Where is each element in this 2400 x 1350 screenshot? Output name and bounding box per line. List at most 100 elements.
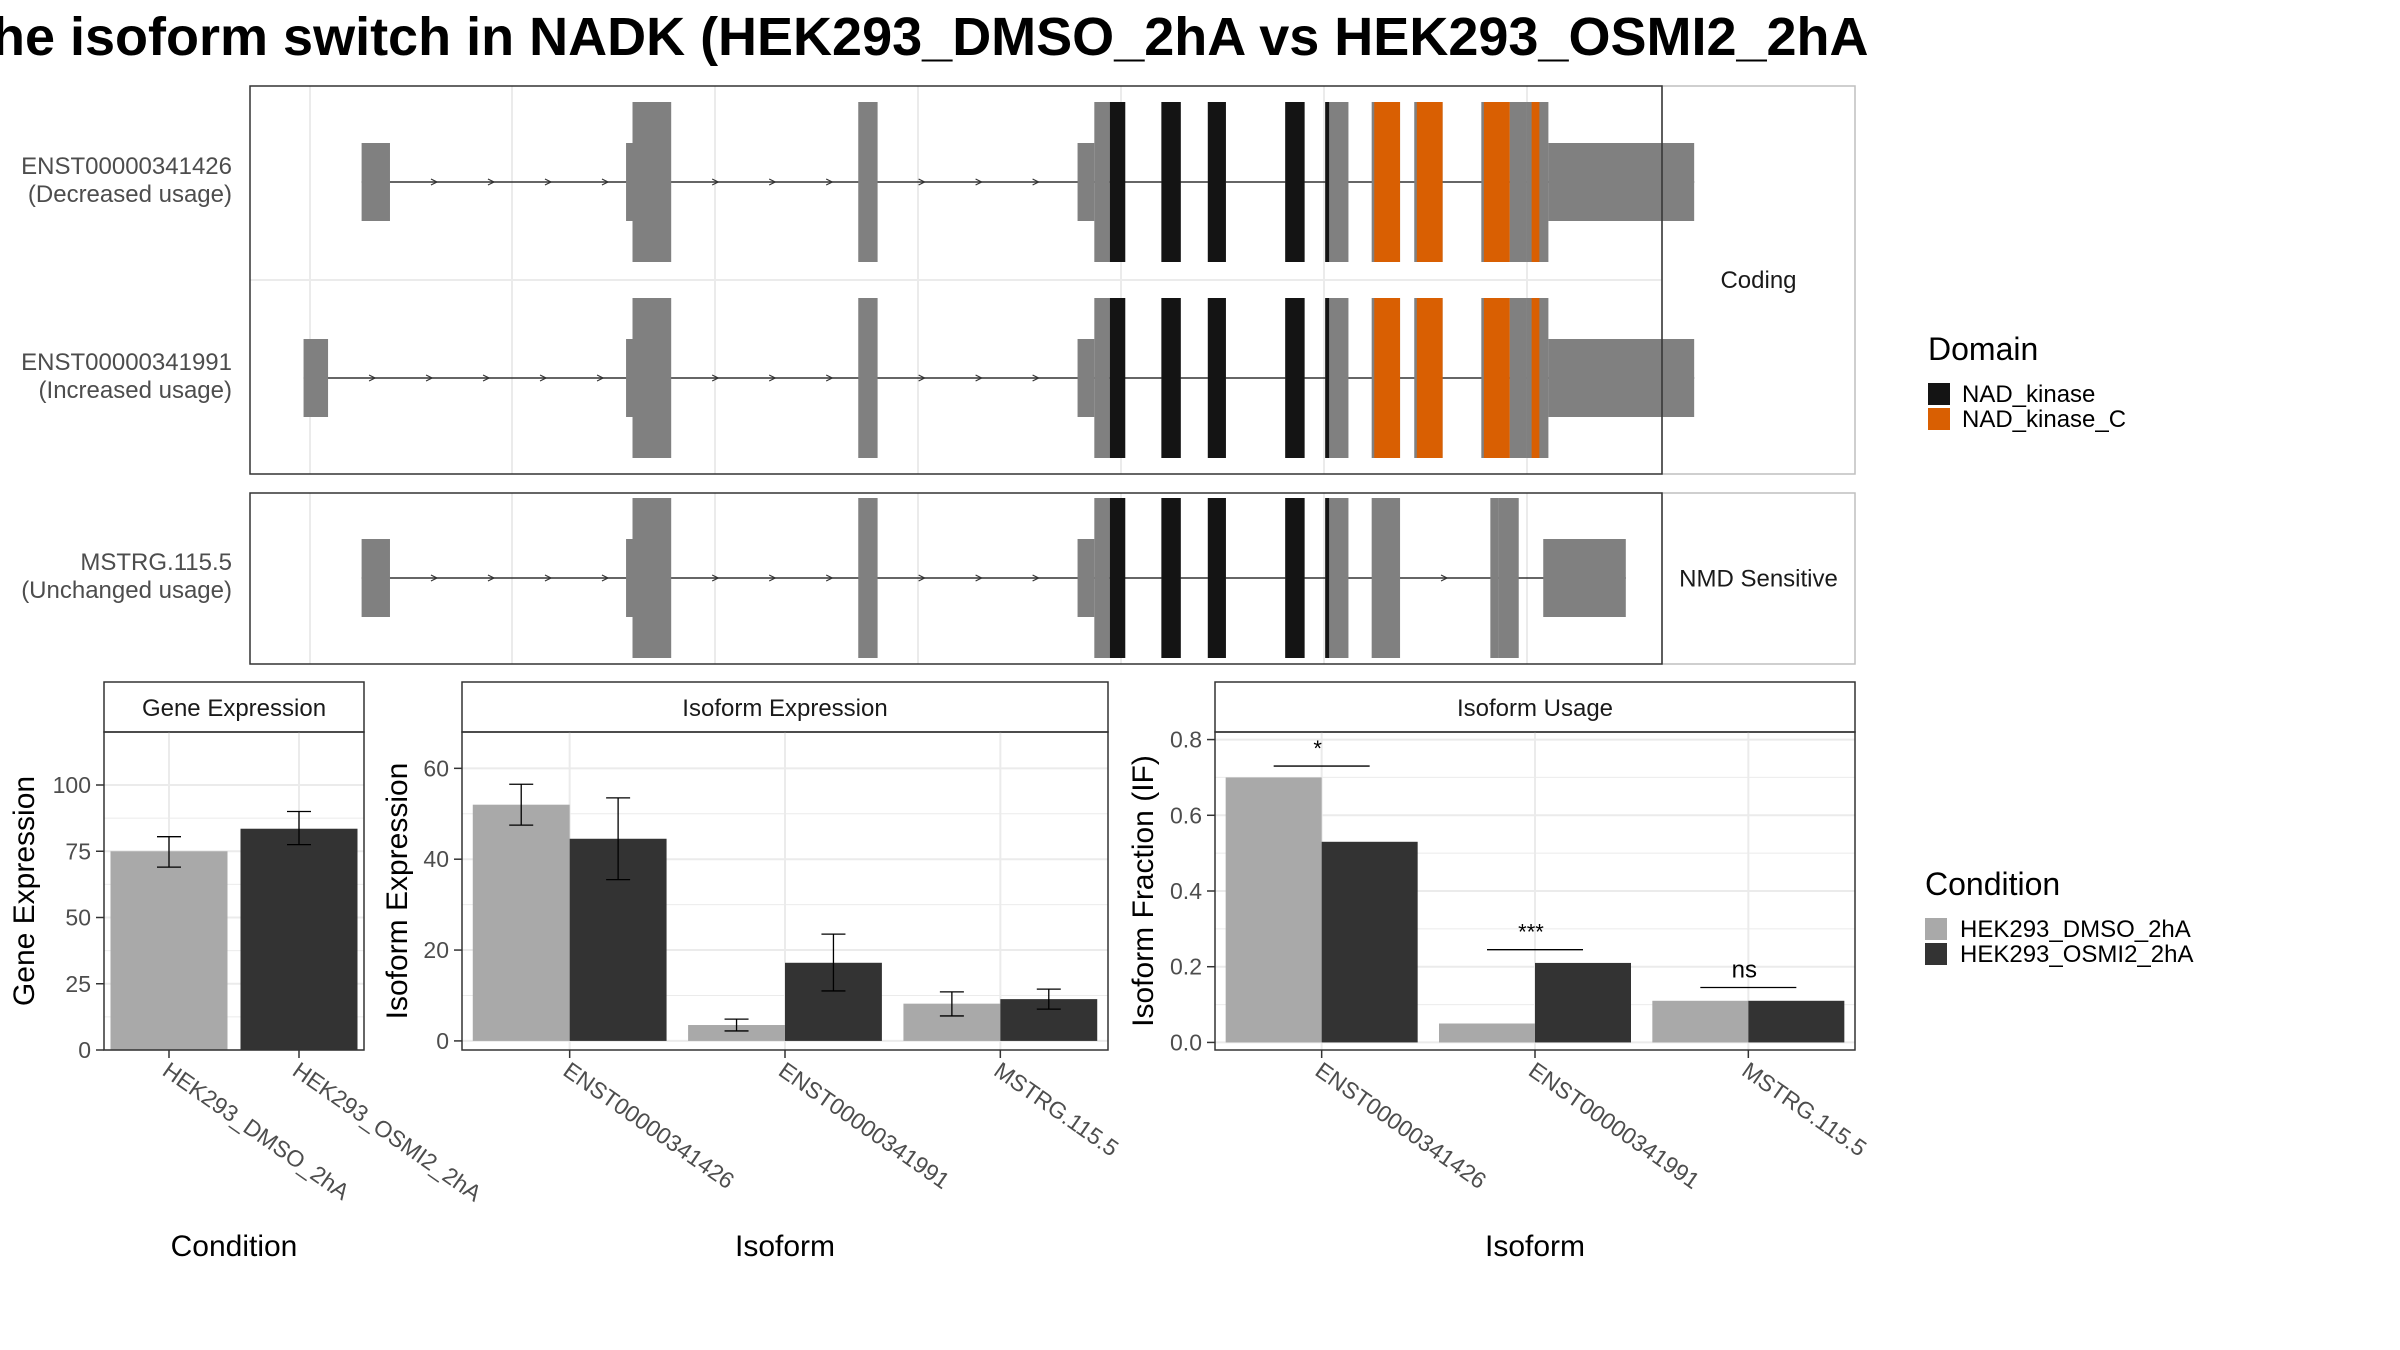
domain-nad-kinase-c (1531, 298, 1540, 458)
chart-title: Isoform Usage (1457, 695, 1613, 722)
x-axis-title: Condition (171, 1230, 298, 1263)
error-bar (821, 933, 846, 992)
utr3-exon (1543, 539, 1626, 617)
domain-nad-kinase (1207, 102, 1226, 262)
coding-exon (1094, 298, 1110, 458)
domain-nad-kinase (1325, 498, 1330, 658)
chart-title: Gene Expression (142, 695, 326, 722)
domain-nad-kinase (1285, 298, 1305, 458)
strand-arrow (918, 178, 926, 186)
domain-nad-kinase (1285, 102, 1305, 262)
domain-nad-kinase (1207, 498, 1226, 658)
significance-label: *** (1518, 920, 1544, 945)
coding-exon (1509, 298, 1527, 458)
y-axis-title: Isoform Expression (381, 763, 414, 1020)
bar-enst00000341426-0 (472, 804, 570, 1041)
domain-nad-kinase (1285, 498, 1305, 658)
coding-exon (1498, 498, 1519, 658)
significance-label: * (1313, 736, 1322, 761)
y-tick-label: 0 (436, 1028, 449, 1054)
y-tick-label: 0.0 (1170, 1029, 1202, 1055)
utr-exon (1077, 143, 1095, 221)
y-tick-label: 0.2 (1170, 954, 1202, 980)
y-tick-label: 100 (53, 772, 91, 798)
y-tick-label: 60 (423, 755, 449, 781)
domain-legend-label: NAD_kinase_C (1962, 406, 2126, 433)
y-tick-label: 0.8 (1170, 727, 1202, 753)
coding-exon (1490, 498, 1499, 658)
y-axis-title: Gene Expression (8, 776, 41, 1006)
y-tick-label: 0 (78, 1037, 91, 1063)
domain-nad-kinase (1161, 102, 1181, 262)
domain-nad-kinase (1325, 298, 1330, 458)
domain-nad-kinase (1207, 298, 1226, 458)
transcript-usage-label: (Decreased usage) (28, 181, 232, 208)
domain-nad-kinase-c (1416, 298, 1443, 458)
facet-strip-label: Coding (1720, 267, 1796, 294)
y-tick-label: 50 (65, 905, 91, 931)
strand-arrow (768, 574, 777, 582)
strand-arrow (825, 374, 834, 382)
strand-arrow (430, 574, 439, 582)
strand-arrow (425, 374, 434, 382)
bar-mstrg-115-5-1 (1748, 1000, 1845, 1043)
strand-arrow (975, 574, 983, 582)
x-tick-label: MSTRG.115.5 (989, 1057, 1123, 1162)
strand-arrow (601, 574, 610, 582)
condition-legend-swatch (1925, 943, 1947, 965)
y-tick-label: 20 (423, 937, 449, 963)
y-tick-label: 0.6 (1170, 802, 1202, 828)
error-bar (287, 810, 311, 846)
chart-panel-border (103, 731, 365, 1051)
utr-exon (626, 339, 633, 417)
bar-enst00000341991-0 (1439, 1023, 1535, 1043)
strand-arrow (482, 374, 491, 382)
strand-arrow (487, 178, 496, 186)
x-tick-label: ENST00000341426 (1311, 1057, 1491, 1194)
chart-strip (103, 681, 365, 733)
coding-exon (858, 102, 878, 262)
chart-title: Isoform Expression (682, 695, 887, 722)
chart-strip (461, 681, 1109, 733)
x-tick-label: ENST00000341426 (559, 1057, 739, 1194)
domain-nad-kinase-c (1374, 298, 1401, 458)
condition-legend-label: HEK293_OSMI2_2hA (1960, 941, 2193, 968)
facet-strip (1661, 492, 1856, 665)
domain-legend-swatch (1928, 383, 1950, 405)
strand-arrow (1032, 374, 1040, 382)
error-bar (724, 1018, 749, 1032)
condition-legend-label: HEK293_DMSO_2hA (1960, 916, 2191, 943)
structure-group-1: NMD Sensitive MSTRG.115.5(Unchanged usage… (21, 492, 1856, 665)
transcript-id-label: ENST00000341991 (21, 349, 232, 376)
strand-arrow (975, 374, 983, 382)
y-tick-label: 25 (65, 971, 91, 997)
strand-arrow (596, 374, 605, 382)
domain-nad-kinase-c (1374, 102, 1401, 262)
figure-title: he isoform switch in NADK (HEK293_DMSO_2… (0, 7, 1869, 67)
bar-enst00000341991-1 (1535, 962, 1631, 1043)
coding-exon (1325, 498, 1349, 658)
utr-exon (303, 339, 329, 417)
domain-nad-kinase-c (1483, 102, 1510, 262)
bar-charts-area: Gene Expression0255075100HEK293_DMSO_2hA… (8, 681, 1871, 1263)
domain-nad-kinase (1161, 298, 1181, 458)
utr-exon (626, 539, 633, 617)
chart-panel-2: Isoform Usage****ns0.00.20.40.60.8ENST00… (1127, 681, 1871, 1263)
strand-arrow (825, 574, 834, 582)
utr-exon (626, 143, 633, 221)
condition-legend-swatch (1925, 918, 1947, 940)
strand-arrow (539, 374, 548, 382)
y-tick-label: 40 (423, 846, 449, 872)
error-bar (606, 797, 631, 881)
domain-legend-swatch (1928, 408, 1950, 430)
strand-arrow (711, 374, 720, 382)
coding-exon (632, 298, 672, 458)
strand-arrow (768, 374, 777, 382)
domain-nad-kinase (1109, 298, 1126, 458)
transcript-1: ENST00000341991(Increased usage) (21, 298, 1695, 458)
condition-legend-title: Condition (1925, 866, 2060, 902)
